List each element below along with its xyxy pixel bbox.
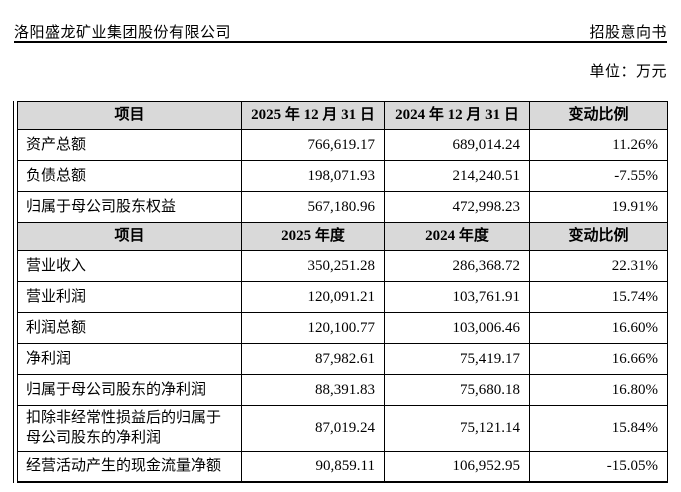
value-cell: 120,100.77 (241, 312, 385, 344)
table-row: 归属于母公司股东权益 567,180.96 472,998.23 19.91% (17, 191, 668, 223)
value-cell: 15.74% (529, 281, 668, 313)
value-cell: 11.26% (529, 129, 668, 161)
document-header: 洛阳盛龙矿业集团股份有限公司 招股意向书 (14, 21, 667, 42)
column-header-cell: 变动比例 (529, 101, 668, 130)
value-cell: 16.80% (529, 374, 668, 406)
document-type-label: 招股意向书 (589, 25, 667, 41)
table-row: 净利润 87,982.61 75,419.17 16.66% (17, 343, 668, 375)
value-cell: 689,014.24 (384, 129, 530, 161)
value-cell: 87,982.61 (241, 343, 385, 375)
value-cell: 16.66% (529, 343, 668, 375)
value-cell: 198,071.93 (241, 160, 385, 192)
column-header-cell: 变动比例 (529, 222, 668, 251)
financial-table-wrap: 项目 2025 年 12 月 31 日 2024 年 12 月 31 日变动比例 资产… (13, 101, 668, 483)
value-cell: 120,091.21 (241, 281, 385, 313)
item-label-cell: 扣除非经常性损益后的归属于母公司股东的净利润 (17, 405, 242, 452)
value-cell: 106,952.95 (384, 450, 530, 483)
item-label-cell: 经营活动产生的现金流量净额 (17, 450, 242, 483)
value-cell: -7.55% (529, 160, 668, 192)
value-cell: 22.31% (529, 250, 668, 282)
company-name: 洛阳盛龙矿业集团股份有限公司 (14, 25, 232, 41)
table-row: 负债总额 198,071.93 214,240.51 -7.55% (17, 160, 668, 192)
table-row: 归属于母公司股东的净利润 88,391.83 75,680.18 16.80% (17, 374, 668, 406)
value-cell: 75,121.14 (384, 405, 530, 452)
table-row: 经营活动产生的现金流量净额 90,859.11 106,952.95 -15.05% (17, 450, 668, 483)
item-label-cell: 资产总额 (17, 129, 242, 161)
column-header-cell: 项目 (17, 222, 242, 251)
table-row: 利润总额 120,100.77 103,006.46 16.60% (17, 312, 668, 344)
item-label-cell: 归属于母公司股东的净利润 (17, 374, 242, 406)
value-cell: 103,006.46 (384, 312, 530, 344)
item-label-cell: 营业利润 (17, 281, 242, 313)
unit-label: 单位：万元 (589, 64, 667, 80)
value-cell: -15.05% (529, 450, 668, 483)
table-row: 扣除非经常性损益后的归属于母公司股东的净利润 87,019.24 75,121.14… (17, 405, 668, 452)
value-cell: 214,240.51 (384, 160, 530, 192)
section-header-row: 项目 2025 年 12 月 31 日 2024 年 12 月 31 日变动比例 (17, 101, 668, 130)
value-cell: 766,619.17 (241, 129, 385, 161)
column-header-cell: 2025 年度 (241, 222, 385, 251)
value-cell: 87,019.24 (241, 405, 385, 452)
value-cell: 19.91% (529, 191, 668, 223)
value-cell: 90,859.11 (241, 450, 385, 483)
header-rule (14, 41, 667, 43)
column-header-cell: 2024 年 12 月 31 日 (384, 101, 530, 130)
value-cell: 103,761.91 (384, 281, 530, 313)
value-cell: 472,998.23 (384, 191, 530, 223)
section-header-row: 项目 2025 年度 2024 年度 变动比例 (17, 222, 668, 251)
financial-summary-table: 项目 2025 年 12 月 31 日 2024 年 12 月 31 日变动比例 资产… (17, 101, 668, 483)
item-label-cell: 净利润 (17, 343, 242, 375)
value-cell: 75,419.17 (384, 343, 530, 375)
value-cell: 15.84% (529, 405, 668, 452)
value-cell: 16.60% (529, 312, 668, 344)
value-cell: 567,180.96 (241, 191, 385, 223)
item-label-cell: 利润总额 (17, 312, 242, 344)
value-cell: 88,391.83 (241, 374, 385, 406)
value-cell: 75,680.18 (384, 374, 530, 406)
table-row: 资产总额 766,619.17 689,014.24 11.26% (17, 129, 668, 161)
value-cell: 286,368.72 (384, 250, 530, 282)
table-row: 营业利润 120,091.21 103,761.91 15.74% (17, 281, 668, 313)
item-label-cell: 归属于母公司股东权益 (17, 191, 242, 223)
column-header-cell: 项目 (17, 101, 242, 130)
column-header-cell: 2024 年度 (384, 222, 530, 251)
column-header-cell: 2025 年 12 月 31 日 (241, 101, 385, 130)
item-label-cell: 负债总额 (17, 160, 242, 192)
value-cell: 350,251.28 (241, 250, 385, 282)
table-row: 营业收入 350,251.28 286,368.72 22.31% (17, 250, 668, 282)
item-label-cell: 营业收入 (17, 250, 242, 282)
